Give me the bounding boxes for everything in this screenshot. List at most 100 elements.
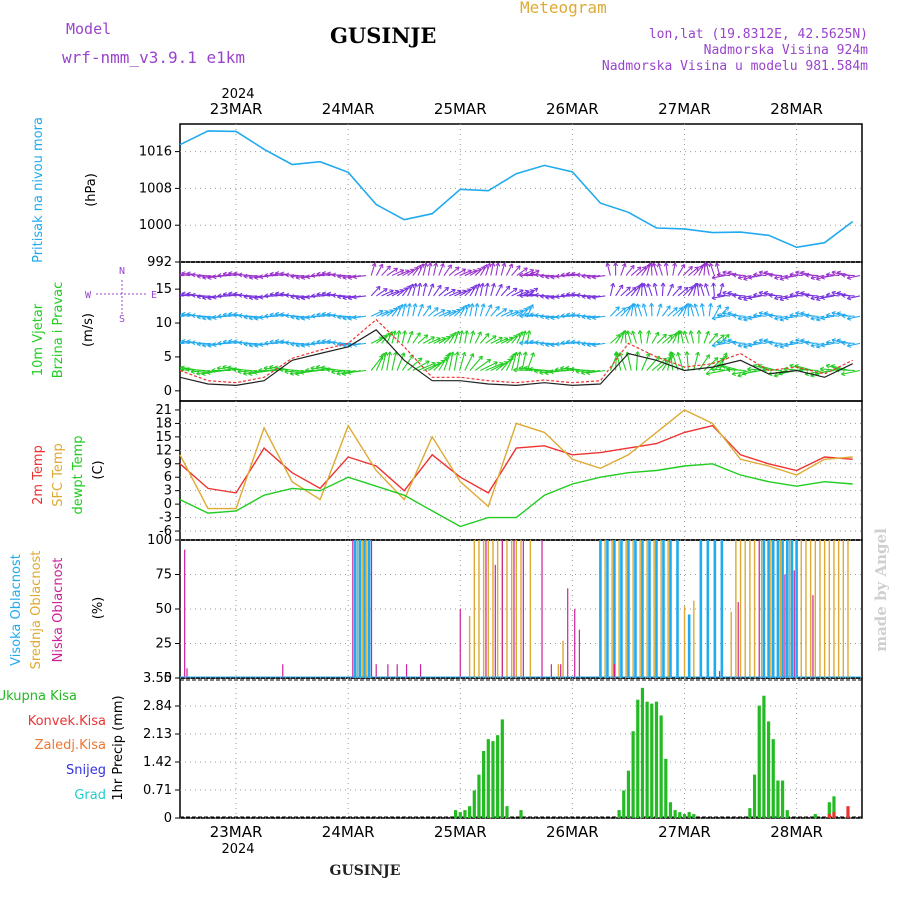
cloud-low-bar [352, 540, 354, 678]
wind-vector [732, 274, 746, 277]
cloud-mid-bar [660, 540, 662, 678]
wind-vector-head [285, 340, 290, 346]
wind-vector [443, 352, 451, 371]
cloud-high-bar [662, 540, 665, 678]
wind-vector [217, 367, 237, 372]
wind-vector [847, 315, 861, 320]
wind-vector [647, 283, 653, 297]
wind-vector-head [550, 274, 555, 280]
wind-vector [672, 285, 682, 297]
wind-vector [753, 273, 767, 277]
wind-vector-head [743, 276, 748, 281]
wind-vector [748, 342, 762, 347]
precipitation-ytick-label: 0.71 [143, 783, 172, 798]
precip-total-bar [813, 814, 817, 818]
wind-vector-head [280, 271, 285, 277]
wind-vector-head [217, 313, 222, 319]
wind-vector-head [716, 313, 721, 318]
wind-vector [401, 330, 406, 344]
wind-vector-head [233, 271, 238, 277]
wind-vector [581, 369, 601, 374]
wind-vector [417, 282, 421, 296]
wind-vector-head [342, 274, 347, 280]
wind-vector-head [779, 343, 784, 349]
wind-vector-head [474, 303, 480, 308]
wind-vector-head [825, 272, 831, 278]
wind-vector [433, 309, 446, 317]
precip-total-bar [454, 810, 458, 818]
wind-vector-head [586, 294, 591, 300]
cloud-high-bar [706, 540, 710, 678]
wind-vector-head [222, 312, 227, 318]
wind-vector [615, 332, 624, 344]
precip-total-bar [771, 739, 775, 818]
cloud-mid-bar [847, 540, 849, 678]
wind-vector-head [820, 315, 826, 321]
wind-vector-head [534, 272, 539, 278]
wind-vector-head [451, 288, 456, 294]
wind-vector [592, 342, 606, 346]
wind-vector-head [722, 338, 727, 344]
cloud-mid-bar [735, 540, 737, 678]
pressure-unit: (hPa) [84, 173, 99, 207]
wind-vector-head [254, 315, 259, 321]
wind-vector-head [636, 303, 641, 308]
wind-vector-head [280, 339, 285, 345]
wind-vector [516, 331, 524, 344]
wind-vector-head [534, 312, 539, 318]
wind-vector-head [519, 340, 524, 346]
precip-total-bar [654, 701, 659, 818]
wind-vector-head [637, 330, 643, 335]
cloud-mid-bar [604, 540, 606, 678]
wind-vector [401, 303, 407, 317]
wind-vector-head [508, 309, 514, 315]
wind-vector [370, 285, 381, 297]
wind-vector-head [732, 313, 737, 319]
pressure-ytick-label: 1008 [139, 181, 172, 196]
cloud-mid-bar [492, 540, 494, 678]
wind-vector-head [534, 340, 539, 346]
wind-vector [521, 351, 527, 371]
wind-vector [696, 282, 700, 296]
elevation-text: Nadmorska Visina 924m [704, 43, 869, 58]
wind-vector [243, 275, 257, 278]
precip-total-bar [519, 810, 523, 818]
wind-vector-head [545, 294, 550, 300]
wind-vector-head [705, 370, 711, 376]
wind-vector-head [621, 262, 627, 268]
wind-vector-head [555, 273, 560, 279]
wind-vector [506, 310, 519, 317]
wind-vector [683, 330, 689, 344]
wind-vector-head [748, 342, 753, 348]
wind-vector-head [305, 294, 311, 300]
wind-ylabel-2: Brzina i Pravac [51, 282, 66, 379]
wind-vector-head [560, 272, 565, 278]
wind-vector-head [207, 275, 212, 280]
wind-vector [706, 369, 725, 375]
cloud-mid-bar [366, 540, 368, 678]
precip-total-bar [640, 687, 645, 818]
wind-vector-head [630, 264, 635, 270]
wind-vector [847, 342, 861, 347]
wind-vector [396, 330, 400, 344]
cloud-mid-bar [482, 540, 485, 678]
wind-vector [709, 263, 715, 276]
temp-2m-line [179, 424, 853, 494]
wind-vector-head [545, 342, 550, 348]
precip-total-bar [505, 806, 509, 818]
wind-vector-head [202, 342, 207, 348]
wind-vector [386, 351, 391, 371]
wind-vector-head [295, 371, 300, 377]
wind-vector-head [331, 272, 336, 278]
wind-vector [667, 283, 674, 297]
wind-vector [474, 331, 482, 344]
wind-vector [516, 308, 528, 317]
wind-vector [821, 295, 835, 299]
wind-vector-head [186, 271, 191, 277]
wind-vector [474, 358, 491, 371]
wind-vector-head [196, 370, 201, 376]
wind-vector [485, 263, 491, 276]
wind-vector-head [232, 366, 237, 372]
wind-vector-head [641, 303, 647, 308]
cloud-low-bar [405, 664, 408, 678]
